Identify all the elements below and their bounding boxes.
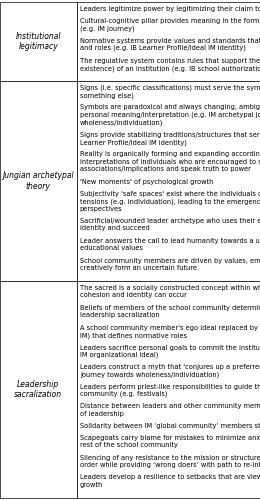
Text: Leaders sacrifice personal goals to commit the institution to a sacred mission (: Leaders sacrifice personal goals to comm… [80,344,260,358]
Text: Jungian archetypal theory: Jungian archetypal theory [3,172,74,190]
Text: Leaders perform priest-like responsibilities to guide the rituals of the school
: Leaders perform priest-like responsibili… [80,384,260,398]
Text: Leaders develop a resilience to setbacks that are viewed as part of psychologica: Leaders develop a resilience to setbacks… [80,474,260,488]
Text: Beliefs of members of the school community determine the perception of
leadershi: Beliefs of members of the school communi… [80,304,260,318]
Bar [0,81,77,281]
Text: Leaders construct a myth that 'conjures up a preferred future' (e.g. IM archetyp: Leaders construct a myth that 'conjures … [80,364,260,378]
Text: Cultural-cognitive pillar provides meaning in the form of symbols and language
(: Cultural-cognitive pillar provides meani… [80,18,260,32]
Text: The regulative system contains rules that support the primary task (i.e. reason : The regulative system contains rules tha… [80,58,260,71]
Text: Signs (i.e. specific classifications) must serve the symbols (i.e. representatio: Signs (i.e. specific classifications) mu… [80,84,260,99]
Text: Signs provide stabilizing traditions/structures that serve the symbol (e.g. IB
L: Signs provide stabilizing traditions/str… [80,132,260,146]
Bar [77,81,260,281]
Text: Sacrificial/wounded leader archetype who uses their emotional pain to mold their: Sacrificial/wounded leader archetype who… [80,218,260,232]
Text: Reality is organically forming and expanding according to multifaceted
interpret: Reality is organically forming and expan… [80,152,260,172]
Text: Leadership sacralization: Leadership sacralization [14,380,62,400]
Text: Distance between leaders and other community members maintains the ‘mystique’
of: Distance between leaders and other commu… [80,404,260,416]
Text: Leaders legitimize power by legitimizing their claim to promote IM: Leaders legitimize power by legitimizing… [80,6,260,12]
Text: Solidarity between IM ‘global community’ members strengthened by distance: Solidarity between IM ‘global community’… [80,423,260,429]
Text: A school community member's ego ideal replaced by the organizational ideal (e.g.: A school community member's ego ideal re… [80,324,260,338]
Text: Silencing of any resistance to the mission or structure maintains an organizatio: Silencing of any resistance to the missi… [80,455,260,468]
Text: Normative systems provide values and standards that prescribe expected behavior
: Normative systems provide values and sta… [80,38,260,52]
Text: Scapegoats carry blame for mistakes to minimize anxiety/responsibility for the
r: Scapegoats carry blame for mistakes to m… [80,435,260,448]
Text: Leader answers the call to lead humanity towards a universal symbol of
education: Leader answers the call to lead humanity… [80,238,260,251]
Bar [0,2,77,81]
Text: Institutional legitimacy: Institutional legitimacy [16,32,61,51]
Bar [77,2,260,81]
Text: The sacred is a socially constructed concept within which sensemaking, group
coh: The sacred is a socially constructed con… [80,285,260,298]
Bar [0,281,77,498]
Text: School community members are driven by values, emotion, and intuition to
creativ: School community members are driven by v… [80,258,260,271]
Bar [77,281,260,498]
Text: Symbols are paradoxical and always changing, ambiguous/mysterious and open to
pe: Symbols are paradoxical and always chang… [80,104,260,126]
Text: Subjectivity 'safe spaces' exist where the individuals can resolve dialectical
t: Subjectivity 'safe spaces' exist where t… [80,191,260,212]
Text: 'New moments' of psychological growth: 'New moments' of psychological growth [80,179,213,185]
